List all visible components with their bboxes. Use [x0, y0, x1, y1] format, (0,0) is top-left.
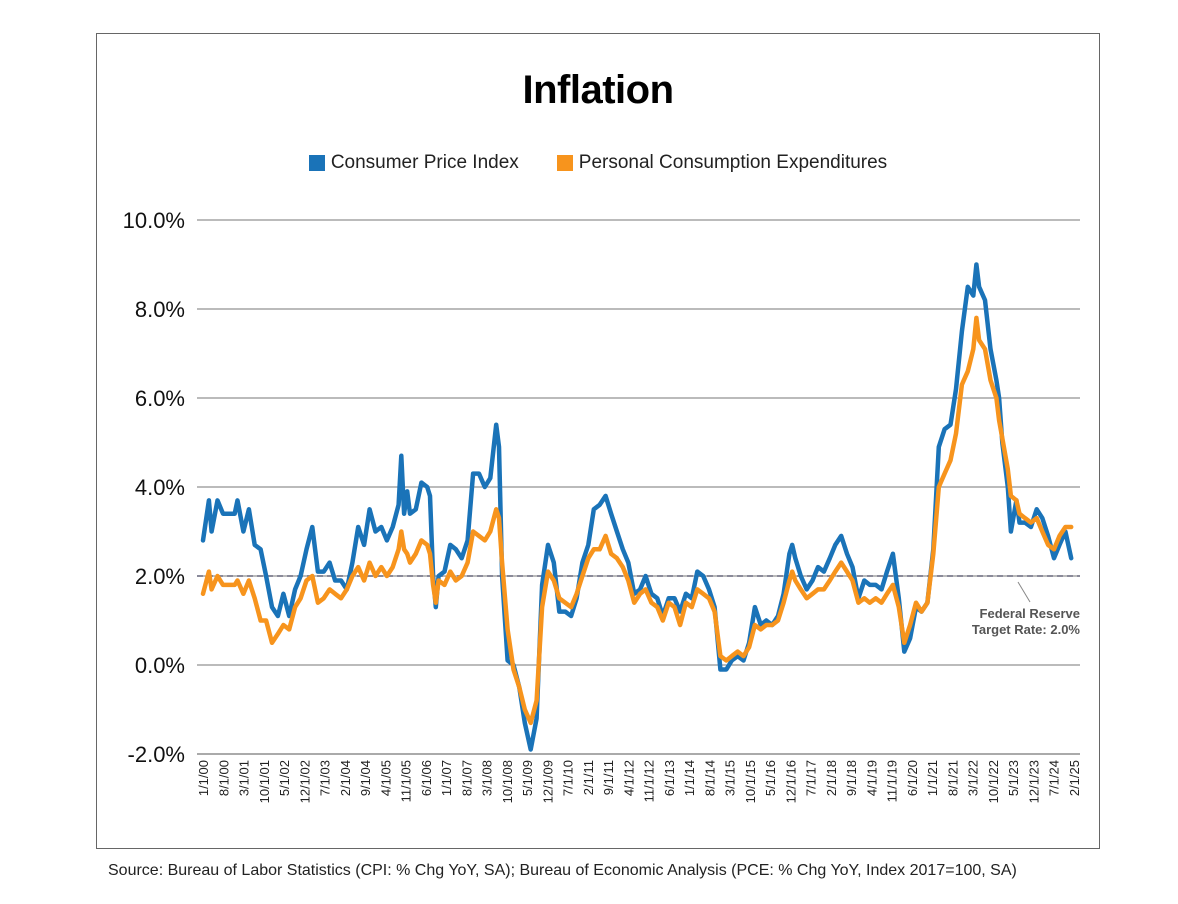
x-tick-label: 10/1/01: [257, 760, 272, 803]
x-tick-label: 2/1/25: [1067, 760, 1082, 796]
x-tick-label: 2/1/11: [581, 760, 596, 795]
x-tick-label: 3/1/15: [723, 760, 738, 796]
target-rate-label: Federal Reserve: [980, 606, 1080, 621]
x-tick-label: 12/1/09: [540, 760, 555, 803]
chart-frame: [96, 33, 1100, 849]
x-tick-label: 1/1/00: [196, 760, 211, 796]
y-tick-label: 4.0%: [135, 475, 185, 500]
x-tick-label: 11/1/12: [642, 760, 657, 802]
y-tick-label: 0.0%: [135, 653, 185, 678]
x-tick-label: 5/1/16: [763, 760, 778, 796]
x-tick-label: 7/1/17: [804, 760, 819, 796]
y-tick-label: 10.0%: [123, 208, 185, 233]
y-tick-label: 2.0%: [135, 564, 185, 589]
target-rate-label: Target Rate: 2.0%: [972, 622, 1081, 637]
x-tick-label: 3/1/01: [237, 760, 252, 796]
legend-item-pce: Personal Consumption Expenditures: [556, 152, 888, 174]
x-tick-label: 4/1/19: [864, 760, 879, 796]
legend-swatch-cpi: [308, 155, 325, 171]
x-tick-label: 11/1/05: [399, 760, 414, 802]
x-tick-label: 10/1/22: [986, 760, 1001, 803]
x-tick-label: 4/1/12: [621, 760, 636, 796]
x-tick-label: 2/1/04: [338, 760, 353, 796]
y-tick-label: 6.0%: [135, 386, 185, 411]
x-tick-label: 5/1/09: [520, 760, 535, 796]
target-rate-leader: [1017, 581, 1031, 603]
y-tick-label: 8.0%: [135, 297, 185, 322]
x-tick-label: 5/1/23: [1006, 760, 1021, 796]
x-tick-label: 4/1/05: [378, 760, 393, 796]
legend-label-cpi: Consumer Price Index: [330, 152, 519, 173]
x-tick-label: 6/1/13: [662, 760, 677, 796]
x-tick-label: 12/1/16: [783, 760, 798, 803]
x-tick-label: 8/1/21: [945, 760, 960, 796]
x-tick-label: 7/1/10: [561, 760, 576, 796]
x-tick-label: 7/1/24: [1047, 760, 1062, 796]
x-tick-label: 5/1/02: [277, 760, 292, 796]
source-note: Source: Bureau of Labor Statistics (CPI:…: [108, 862, 1017, 879]
legend-swatch-pce: [556, 155, 573, 171]
x-tick-label: 3/1/22: [966, 760, 981, 796]
x-tick-label: 1/1/07: [439, 760, 454, 796]
x-tick-label: 8/1/14: [702, 760, 717, 796]
x-tick-label: 9/1/04: [358, 760, 373, 796]
legend-label-pce: Personal Consumption Expenditures: [578, 152, 888, 173]
cpi-series-line: [200, 262, 1074, 752]
chart-title: Inflation: [522, 68, 674, 112]
x-tick-label: 6/1/20: [905, 760, 920, 796]
x-tick-label: 9/1/11: [601, 760, 616, 795]
x-tick-label: 12/1/02: [297, 760, 312, 803]
x-tick-label: 3/1/08: [480, 760, 495, 796]
chart-legend: Consumer Price Index Personal Consumptio…: [96, 152, 1100, 174]
x-tick-label: 9/1/18: [844, 760, 859, 796]
x-tick-label: 12/1/23: [1026, 760, 1041, 803]
x-tick-label: 10/1/15: [743, 760, 758, 803]
x-tick-label: 6/1/06: [419, 760, 434, 796]
x-tick-label: 1/1/14: [682, 760, 697, 796]
x-tick-label: 10/1/08: [500, 760, 515, 803]
legend-item-cpi: Consumer Price Index: [308, 152, 519, 174]
x-tick-label: 7/1/03: [318, 760, 333, 796]
x-tick-label: 8/1/07: [459, 760, 474, 796]
y-tick-label: -2.0%: [128, 742, 185, 767]
x-tick-label: 8/1/00: [216, 760, 231, 796]
pce-series-line: [200, 315, 1074, 726]
x-tick-label: 11/1/19: [885, 760, 900, 802]
x-tick-label: 1/1/21: [925, 760, 940, 796]
x-tick-label: 2/1/18: [824, 760, 839, 796]
